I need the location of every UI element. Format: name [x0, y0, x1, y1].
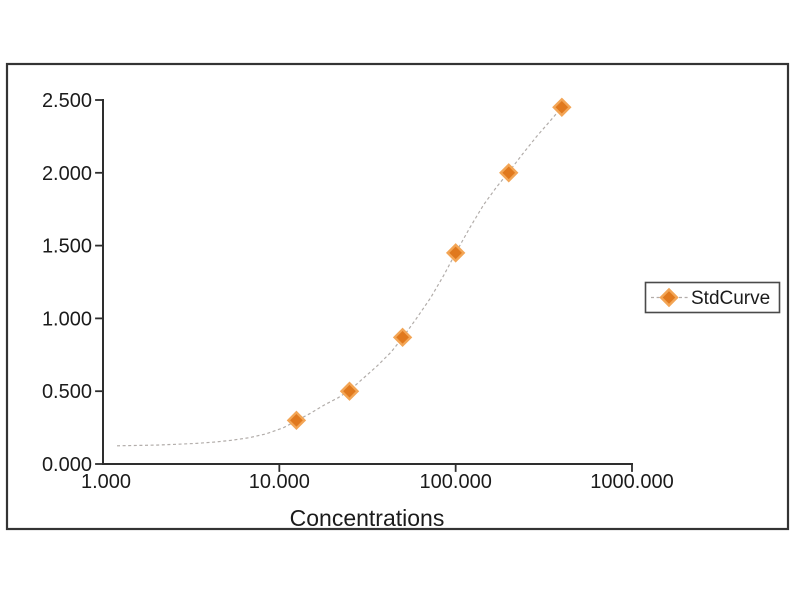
x-tick-label: 1.000	[81, 471, 131, 493]
data-point-marker	[552, 97, 572, 117]
y-tick-label: 1.000	[42, 308, 92, 330]
legend-label: StdCurve	[691, 288, 770, 309]
fit-curve-line	[116, 106, 563, 447]
y-tick-label: 0.500	[42, 381, 92, 403]
y-tick-label: 1.500	[42, 236, 92, 258]
data-point-marker	[445, 243, 466, 263]
y-tick-label: 0.000	[42, 454, 92, 476]
legend: StdCurve	[644, 281, 781, 314]
x-axis-title: Concentrations	[290, 505, 445, 531]
series-stdcurve	[116, 97, 572, 447]
y-tick-label: 2.000	[42, 163, 92, 185]
axes: 0.000 0.500 1.000 1.500 2.000 2.500 1.000 10.00…	[42, 90, 674, 493]
data-point-marker	[286, 410, 307, 431]
x-tick-label: 1000.000	[590, 471, 673, 493]
data-point-marker	[499, 163, 519, 183]
x-tick-label: 10.000	[249, 471, 310, 493]
x-tick-label: 100.000	[420, 471, 492, 493]
y-tick-label: 2.500	[42, 90, 92, 112]
legend-diamond-icon	[659, 287, 679, 308]
data-point-marker	[339, 381, 360, 401]
data-point-marker	[392, 327, 413, 348]
